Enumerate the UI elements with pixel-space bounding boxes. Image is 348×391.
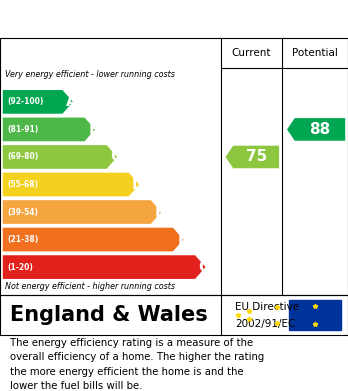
- Text: (21-38): (21-38): [7, 235, 38, 244]
- Text: (69-80): (69-80): [7, 152, 38, 161]
- Text: EU Directive: EU Directive: [235, 302, 299, 312]
- FancyArrow shape: [3, 118, 95, 141]
- Text: C: C: [111, 149, 122, 165]
- Text: (1-20): (1-20): [7, 263, 33, 272]
- Text: B: B: [88, 122, 100, 137]
- Text: Energy Efficiency Rating: Energy Efficiency Rating: [10, 10, 239, 28]
- Text: (92-100): (92-100): [7, 97, 44, 106]
- Text: A: A: [66, 94, 78, 109]
- FancyArrow shape: [3, 173, 139, 196]
- Text: England & Wales: England & Wales: [10, 305, 208, 325]
- FancyArrow shape: [3, 255, 206, 279]
- FancyArrow shape: [3, 228, 183, 251]
- Text: D: D: [132, 177, 144, 192]
- Text: F: F: [177, 232, 188, 247]
- Text: E: E: [155, 204, 165, 219]
- FancyArrow shape: [226, 146, 279, 168]
- Text: 2002/91/EC: 2002/91/EC: [235, 319, 295, 329]
- Text: Not energy efficient - higher running costs: Not energy efficient - higher running co…: [5, 282, 175, 291]
- Text: (39-54): (39-54): [7, 208, 38, 217]
- FancyArrow shape: [3, 90, 73, 114]
- Text: 75: 75: [245, 149, 267, 165]
- Bar: [289, 300, 341, 330]
- FancyArrow shape: [3, 200, 161, 224]
- FancyArrow shape: [3, 145, 117, 169]
- Text: (81-91): (81-91): [7, 125, 38, 134]
- Text: Very energy efficient - lower running costs: Very energy efficient - lower running co…: [5, 70, 175, 79]
- Text: The energy efficiency rating is a measure of the
overall efficiency of a home. T: The energy efficiency rating is a measur…: [10, 338, 265, 391]
- FancyArrow shape: [287, 118, 345, 141]
- Text: Current: Current: [232, 48, 271, 58]
- Text: Potential: Potential: [292, 48, 338, 58]
- Text: G: G: [198, 260, 211, 274]
- Text: 88: 88: [309, 122, 331, 137]
- Text: (55-68): (55-68): [7, 180, 38, 189]
